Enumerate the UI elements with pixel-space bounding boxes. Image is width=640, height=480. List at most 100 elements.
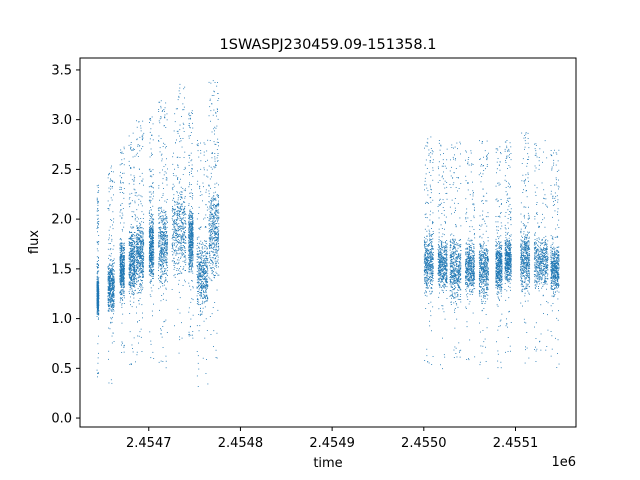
data-point: [110, 291, 111, 293]
data-point: [150, 257, 152, 259]
data-point: [196, 295, 198, 297]
data-point: [111, 305, 113, 306]
data-point: [176, 259, 178, 261]
data-point: [98, 256, 99, 258]
data-point: [143, 256, 145, 258]
data-point: [190, 256, 192, 258]
data-point: [108, 293, 110, 295]
data-point: [130, 261, 132, 262]
data-point: [128, 255, 130, 257]
data-point: [119, 244, 121, 246]
data-point: [153, 252, 155, 254]
data-point: [131, 364, 132, 365]
data-point: [177, 206, 179, 208]
data-point: [173, 222, 175, 224]
data-point: [97, 267, 98, 268]
data-point: [163, 238, 164, 239]
data-point: [176, 270, 178, 271]
data-point: [181, 197, 183, 199]
data-point: [162, 283, 164, 284]
data-point: [159, 280, 161, 281]
data-point: [112, 281, 114, 283]
data-point: [175, 229, 177, 231]
data-point: [174, 230, 176, 232]
data-point: [133, 258, 134, 260]
data-point: [133, 166, 135, 168]
data-point: [138, 256, 140, 258]
data-point: [142, 247, 144, 249]
data-point: [131, 243, 133, 245]
data-point: [192, 272, 194, 274]
data-point: [123, 255, 125, 257]
data-point: [139, 240, 141, 241]
data-point: [191, 215, 192, 217]
data-point: [188, 262, 190, 264]
data-point: [149, 252, 151, 254]
data-point: [109, 249, 111, 251]
data-point: [130, 276, 132, 278]
data-point: [192, 253, 194, 255]
data-point: [122, 271, 124, 273]
data-point: [110, 179, 112, 181]
data-point: [163, 268, 165, 270]
data-point: [162, 247, 163, 249]
data-point: [132, 266, 134, 268]
data-point: [164, 224, 166, 226]
data-point: [163, 262, 164, 264]
data-point: [181, 241, 183, 243]
data-point: [189, 265, 191, 267]
data-point: [203, 302, 205, 304]
data-point: [152, 183, 154, 184]
data-point: [152, 227, 154, 229]
data-point: [189, 172, 190, 173]
data-point: [161, 268, 163, 270]
data-point: [133, 175, 135, 177]
data-point: [123, 303, 125, 304]
data-point: [189, 269, 191, 271]
data-point: [203, 295, 205, 297]
data-point: [159, 147, 161, 149]
data-point: [173, 231, 175, 233]
data-point: [141, 136, 143, 138]
data-point: [120, 204, 122, 206]
data-point: [160, 360, 162, 362]
data-point: [164, 252, 165, 254]
data-point: [183, 231, 185, 233]
data-point: [164, 254, 166, 256]
data-point: [133, 301, 135, 303]
data-point: [175, 219, 177, 220]
data-point: [149, 261, 151, 263]
data-point: [108, 289, 110, 291]
data-point: [191, 225, 193, 227]
data-point: [111, 321, 113, 323]
data-point: [191, 252, 193, 254]
data-point: [191, 231, 193, 232]
data-point: [138, 275, 140, 277]
data-point: [129, 238, 131, 239]
data-point: [164, 171, 166, 173]
data-point: [97, 288, 99, 290]
data-point: [107, 286, 109, 288]
data-point: [96, 210, 98, 212]
data-point: [161, 153, 163, 155]
data-point: [120, 276, 121, 278]
data-point: [97, 270, 99, 272]
data-point: [112, 278, 113, 280]
data-point: [109, 299, 111, 301]
data-point: [129, 265, 131, 267]
data-point: [162, 212, 164, 214]
data-point: [184, 166, 186, 168]
data-point: [123, 269, 125, 270]
data-point: [123, 271, 125, 272]
data-point: [122, 313, 124, 315]
data-point: [188, 218, 190, 219]
data-point: [166, 270, 168, 272]
data-point: [141, 254, 143, 256]
data-point: [121, 246, 123, 248]
data-point: [121, 344, 122, 346]
data-point: [189, 229, 191, 231]
data-point: [152, 265, 154, 267]
data-point: [172, 206, 173, 207]
data-point: [162, 263, 164, 265]
data-point: [206, 271, 208, 273]
